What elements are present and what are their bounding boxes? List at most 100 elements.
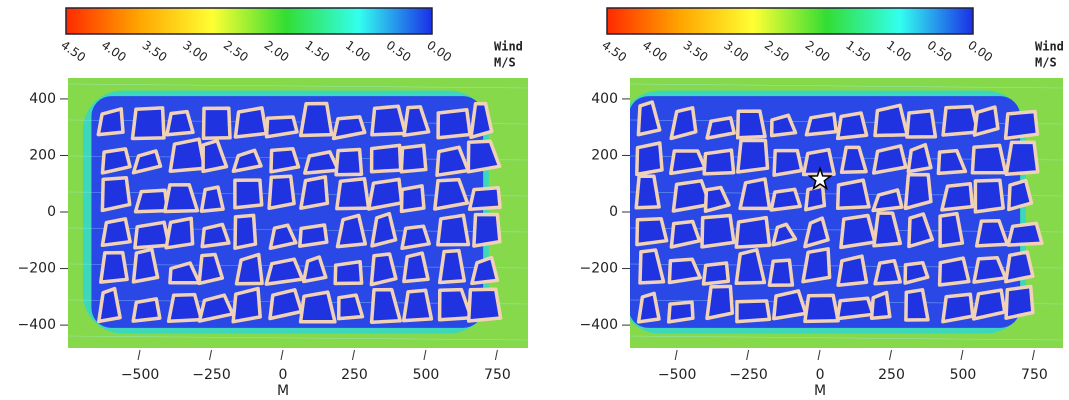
building <box>904 288 930 322</box>
colorbar-tick-label: 2.50 <box>221 38 251 65</box>
building <box>871 188 904 213</box>
building <box>335 177 371 211</box>
x-tick-label: 250 <box>341 367 368 383</box>
building <box>472 212 502 248</box>
building <box>466 287 503 323</box>
building <box>264 115 299 139</box>
building <box>269 146 301 174</box>
building <box>772 148 804 177</box>
building <box>333 259 364 286</box>
building <box>334 147 364 177</box>
building <box>401 288 434 323</box>
building <box>839 213 877 250</box>
building <box>767 258 795 287</box>
building <box>131 247 160 284</box>
building <box>370 211 398 248</box>
building <box>938 211 965 248</box>
building <box>267 174 296 211</box>
x-tick <box>674 349 678 361</box>
building <box>705 284 735 321</box>
building <box>972 256 1008 284</box>
x-tick-label: −250 <box>729 367 767 383</box>
x-tick-label: −250 <box>192 367 230 383</box>
building <box>369 287 402 324</box>
building <box>164 216 195 250</box>
y-tick-label: 400 <box>591 91 618 107</box>
building <box>636 291 661 324</box>
building <box>197 293 235 323</box>
x-tick <box>423 349 427 361</box>
colorbar-tick-label: 0.50 <box>384 38 414 65</box>
building <box>99 250 129 284</box>
building <box>233 213 258 250</box>
colorbar-tick-label: 1.50 <box>843 38 873 65</box>
streamline <box>68 335 528 341</box>
building <box>669 106 698 141</box>
building <box>936 148 968 176</box>
building <box>669 219 702 249</box>
building <box>700 213 736 249</box>
building <box>974 218 1010 248</box>
colorbar-label: M/S <box>494 56 516 70</box>
building <box>233 178 264 210</box>
building <box>336 293 365 321</box>
x-tick <box>137 349 141 361</box>
building <box>1003 109 1040 141</box>
building <box>666 300 695 324</box>
building <box>971 288 1007 321</box>
building <box>268 223 298 251</box>
building <box>233 106 269 139</box>
building <box>771 222 798 247</box>
y-tick-label: 200 <box>591 147 618 163</box>
building <box>165 109 195 137</box>
building <box>970 143 1008 175</box>
building <box>738 177 772 211</box>
building <box>1004 140 1040 177</box>
building <box>133 188 170 214</box>
building <box>769 113 798 138</box>
building <box>268 288 304 321</box>
building <box>369 143 403 174</box>
building <box>638 248 666 285</box>
building <box>940 181 975 212</box>
building <box>399 143 428 174</box>
building <box>636 100 662 137</box>
building <box>168 137 207 173</box>
building <box>436 108 472 140</box>
building <box>669 149 707 176</box>
building <box>903 260 930 285</box>
building <box>836 254 869 287</box>
building <box>369 252 398 287</box>
building <box>735 299 772 324</box>
building <box>436 213 471 247</box>
building <box>437 248 467 285</box>
building <box>335 213 368 249</box>
building <box>366 177 404 211</box>
colorbar-tick-label: 1.50 <box>302 38 332 65</box>
building <box>937 256 971 287</box>
panel: 4.50 4.00 3.50 3.00 2.50 2.00 1.50 1.00 0.50 0.00… <box>580 7 1064 399</box>
building <box>469 101 494 140</box>
field <box>630 78 1063 348</box>
building <box>435 145 470 177</box>
building <box>804 184 827 212</box>
building <box>131 297 162 323</box>
building <box>299 175 330 210</box>
colorbar-tick-label: 2.00 <box>262 38 292 65</box>
building <box>772 289 808 321</box>
colorbar-tick-label: 4.50 <box>58 38 88 65</box>
field <box>68 78 528 348</box>
star-marker <box>807 166 833 191</box>
building <box>1006 221 1044 247</box>
building <box>769 187 802 212</box>
building <box>301 255 328 284</box>
building <box>298 290 337 324</box>
building <box>835 111 869 141</box>
building <box>466 139 502 174</box>
building <box>803 216 830 249</box>
building <box>703 185 731 213</box>
building <box>402 251 430 284</box>
y-tick-label: −200 <box>18 261 56 277</box>
colorbar-tick-label: 3.50 <box>140 38 170 65</box>
